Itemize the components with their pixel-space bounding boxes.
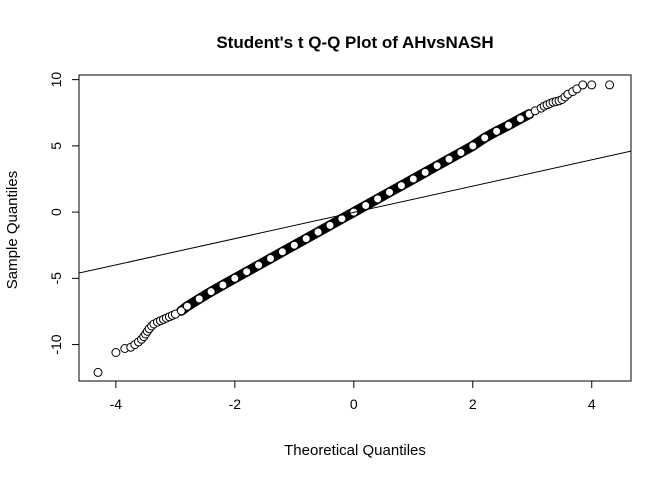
y-tick-label: 5	[48, 142, 64, 150]
qq-point	[420, 167, 430, 177]
qq-point	[266, 254, 275, 263]
plot-frame	[78, 74, 632, 382]
chart-title: Student's t Q-Q Plot of AHvsNASH	[216, 33, 493, 52]
qq-point	[408, 174, 418, 184]
x-tick-label: 4	[588, 396, 596, 412]
qq-point	[301, 234, 311, 244]
qq-point	[578, 80, 588, 90]
qq-point	[444, 154, 454, 164]
qq-point	[218, 280, 228, 290]
x-axis-label: Theoretical Quantiles	[284, 442, 426, 459]
qq-point	[325, 220, 335, 230]
qq-point	[182, 301, 192, 311]
qq-point	[396, 181, 406, 191]
qq-point	[504, 120, 513, 130]
qq-point	[492, 126, 502, 136]
qq-point	[111, 348, 121, 357]
qq-point	[468, 141, 478, 151]
x-tick-label: 2	[469, 396, 477, 412]
qq-point	[385, 187, 394, 197]
qq-point	[432, 161, 442, 171]
y-tick-label: 0	[48, 208, 64, 216]
qq-point	[289, 240, 299, 250]
x-tick-label: -4	[110, 396, 123, 412]
qq-point	[230, 273, 240, 283]
qq-point	[480, 133, 490, 143]
qq-point	[242, 267, 252, 277]
qq-point	[206, 287, 216, 297]
qq-point	[587, 80, 597, 90]
qq-point	[456, 148, 466, 157]
qq-point	[313, 227, 323, 237]
qq-point	[277, 247, 287, 257]
qq-point	[254, 260, 264, 270]
qq-point	[194, 294, 204, 304]
x-tick-label: -2	[229, 396, 242, 412]
qq-point	[373, 194, 383, 204]
qq-point	[515, 114, 525, 124]
qq-point	[176, 306, 186, 316]
qq-point	[93, 367, 103, 377]
y-axis-label: Sample Quantiles	[4, 171, 21, 289]
qq-point	[605, 80, 615, 90]
qq-points	[93, 80, 615, 377]
y-tick-label: -5	[48, 272, 64, 285]
y-axis: -10 -5 0 5 10	[48, 72, 79, 355]
reference-line-group	[79, 150, 631, 274]
reference-line	[79, 150, 631, 274]
x-axis: -4 -2 0 2 4	[110, 381, 596, 412]
x-tick-label: 0	[350, 396, 358, 412]
qq-point	[361, 201, 371, 210]
y-tick-label: -10	[48, 334, 64, 354]
y-tick-label: 10	[48, 72, 64, 88]
